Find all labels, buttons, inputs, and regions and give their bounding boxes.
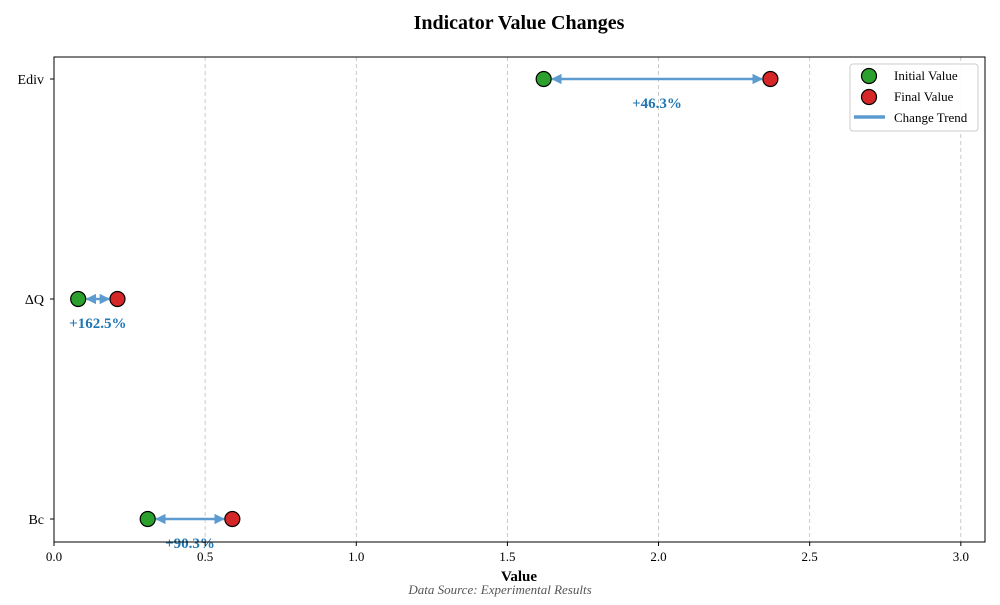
change-label-q: +162.5% (69, 316, 126, 332)
chart-title: Indicator Value Changes (414, 12, 625, 34)
change-label-ediv: +46.3% (632, 96, 682, 112)
x-axis-label: Value (501, 569, 537, 585)
x-tick-label: 2.5 (802, 549, 818, 564)
final-point-q (109, 290, 126, 308)
y-tick-label-ediv: Ediv (18, 73, 44, 88)
x-tick-label: 2.0 (650, 549, 666, 564)
x-tick-label: 1.5 (499, 549, 515, 564)
y-tick-label-bc: Bc (28, 513, 44, 528)
legend-marker-final (860, 88, 878, 106)
final-point-bc (224, 510, 241, 528)
legend-label-final: Final Value (894, 89, 954, 104)
legend: Initial Value Final Value Change Trend (849, 63, 979, 132)
initial-point-q (70, 290, 87, 308)
legend-label-trend: Change Trend (894, 110, 968, 125)
change-label-bc: +90.3% (165, 536, 215, 552)
initial-point-ediv (535, 70, 552, 88)
plot-area-frame (53, 56, 986, 543)
legend-label-initial: Initial Value (894, 68, 958, 83)
final-point-ediv (762, 70, 779, 88)
x-tick-label: 3.0 (953, 549, 969, 564)
legend-marker-initial (860, 67, 878, 85)
x-tick-label: 0.5 (197, 549, 213, 564)
initial-point-bc (139, 510, 156, 528)
legend-frame (849, 63, 979, 132)
y-tick-label-q: ΔQ (25, 293, 44, 308)
source-note: Data Source: Experimental Results (407, 582, 591, 597)
x-tick-label: 1.0 (348, 549, 364, 564)
x-tick-label: 0.0 (46, 549, 62, 564)
